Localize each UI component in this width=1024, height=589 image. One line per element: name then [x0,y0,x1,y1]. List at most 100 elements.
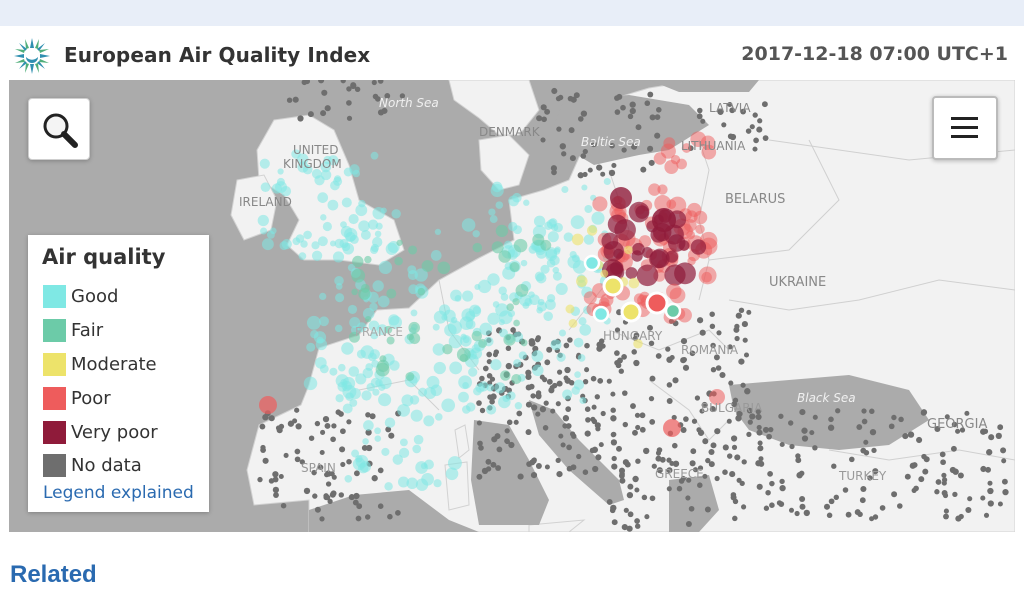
station-marker[interactable] [317,464,324,471]
station-marker[interactable] [609,142,615,149]
station-marker[interactable] [304,80,311,85]
station-marker[interactable] [592,465,599,473]
station-marker[interactable] [487,273,500,286]
station-marker[interactable] [580,110,588,117]
station-marker[interactable] [449,361,463,375]
station-marker[interactable] [683,416,689,422]
station-marker[interactable] [294,407,300,413]
station-marker[interactable] [520,339,528,347]
station-marker[interactable] [434,228,442,236]
station-marker[interactable] [525,401,532,408]
station-marker[interactable] [634,487,640,493]
station-marker[interactable] [631,143,638,150]
station-marker[interactable] [323,493,329,499]
station-marker[interactable] [547,231,559,243]
station-marker[interactable] [277,168,284,175]
station-marker[interactable] [339,446,346,453]
station-marker[interactable] [330,436,336,443]
station-marker[interactable] [396,239,403,246]
station-marker[interactable] [555,401,561,407]
station-marker[interactable] [967,496,973,502]
station-marker[interactable] [320,161,332,173]
station-marker[interactable] [329,491,336,498]
station-marker[interactable] [752,146,758,152]
station-marker[interactable] [414,268,428,282]
station-marker[interactable] [951,421,958,428]
station-marker[interactable] [715,365,722,371]
station-marker[interactable] [377,359,390,372]
station-marker[interactable] [342,403,353,414]
station-marker[interactable] [1000,447,1007,454]
station-marker[interactable] [292,418,298,424]
station-marker[interactable] [628,201,650,223]
station-marker[interactable] [672,460,680,467]
station-marker[interactable] [346,86,352,92]
station-marker[interactable] [348,331,360,343]
station-marker[interactable] [555,282,568,295]
station-marker[interactable] [700,135,716,150]
station-marker[interactable] [596,164,603,171]
station-marker[interactable] [619,471,625,477]
station-marker[interactable] [747,419,753,425]
station-marker[interactable] [867,475,873,481]
station-marker[interactable] [312,493,318,499]
station-marker[interactable] [652,208,676,232]
station-marker[interactable] [262,414,269,421]
station-marker[interactable] [738,307,745,314]
station-marker[interactable] [405,372,415,381]
station-marker[interactable] [736,477,742,483]
station-marker[interactable] [626,491,634,499]
station-marker[interactable] [518,294,532,307]
station-marker[interactable] [317,192,329,203]
station-marker[interactable] [686,477,692,483]
station-marker[interactable] [916,436,923,444]
station-marker[interactable] [636,264,659,287]
station-marker[interactable] [479,375,485,382]
station-marker[interactable] [741,459,747,465]
station-marker[interactable] [391,209,401,219]
station-marker[interactable] [340,428,346,435]
station-marker[interactable] [346,458,352,465]
station-marker[interactable] [629,101,636,108]
station-marker[interactable] [681,356,688,363]
station-marker[interactable] [386,336,395,345]
station-marker[interactable] [424,459,434,470]
station-marker[interactable] [585,417,591,423]
station-marker[interactable] [631,349,637,355]
station-marker[interactable] [577,172,584,179]
station-marker[interactable] [964,410,970,416]
station-marker[interactable] [741,504,747,510]
station-marker[interactable] [584,367,590,373]
air-quality-map[interactable]: North Sea Baltic Sea Black Sea UNITED KI… [9,80,1015,532]
station-marker[interactable] [445,467,459,481]
station-marker[interactable] [697,107,703,114]
station-marker[interactable] [733,326,740,333]
station-marker[interactable] [997,501,1003,507]
station-marker[interactable] [778,413,784,419]
station-marker[interactable] [676,158,687,170]
station-marker[interactable] [450,289,462,302]
station-marker[interactable] [485,458,492,465]
station-marker[interactable] [536,115,543,122]
station-marker[interactable] [614,109,621,115]
station-marker[interactable] [714,475,720,482]
station-marker[interactable] [644,514,650,520]
station-marker[interactable] [756,483,763,490]
station-marker[interactable] [365,444,373,452]
station-markers[interactable] [257,131,718,491]
station-marker[interactable] [584,406,591,412]
station-marker[interactable] [494,382,506,394]
station-marker[interactable] [735,312,742,319]
station-marker[interactable] [695,224,705,234]
station-marker[interactable] [320,110,327,117]
station-marker[interactable] [508,195,519,207]
station-marker[interactable] [757,118,763,124]
station-marker[interactable] [275,181,287,194]
station-marker[interactable] [630,403,636,410]
station-marker[interactable] [495,224,509,238]
station-marker[interactable] [944,414,950,420]
station-marker[interactable] [459,334,472,347]
station-marker[interactable] [530,471,538,479]
station-marker[interactable] [625,267,638,279]
station-marker[interactable] [506,391,516,401]
